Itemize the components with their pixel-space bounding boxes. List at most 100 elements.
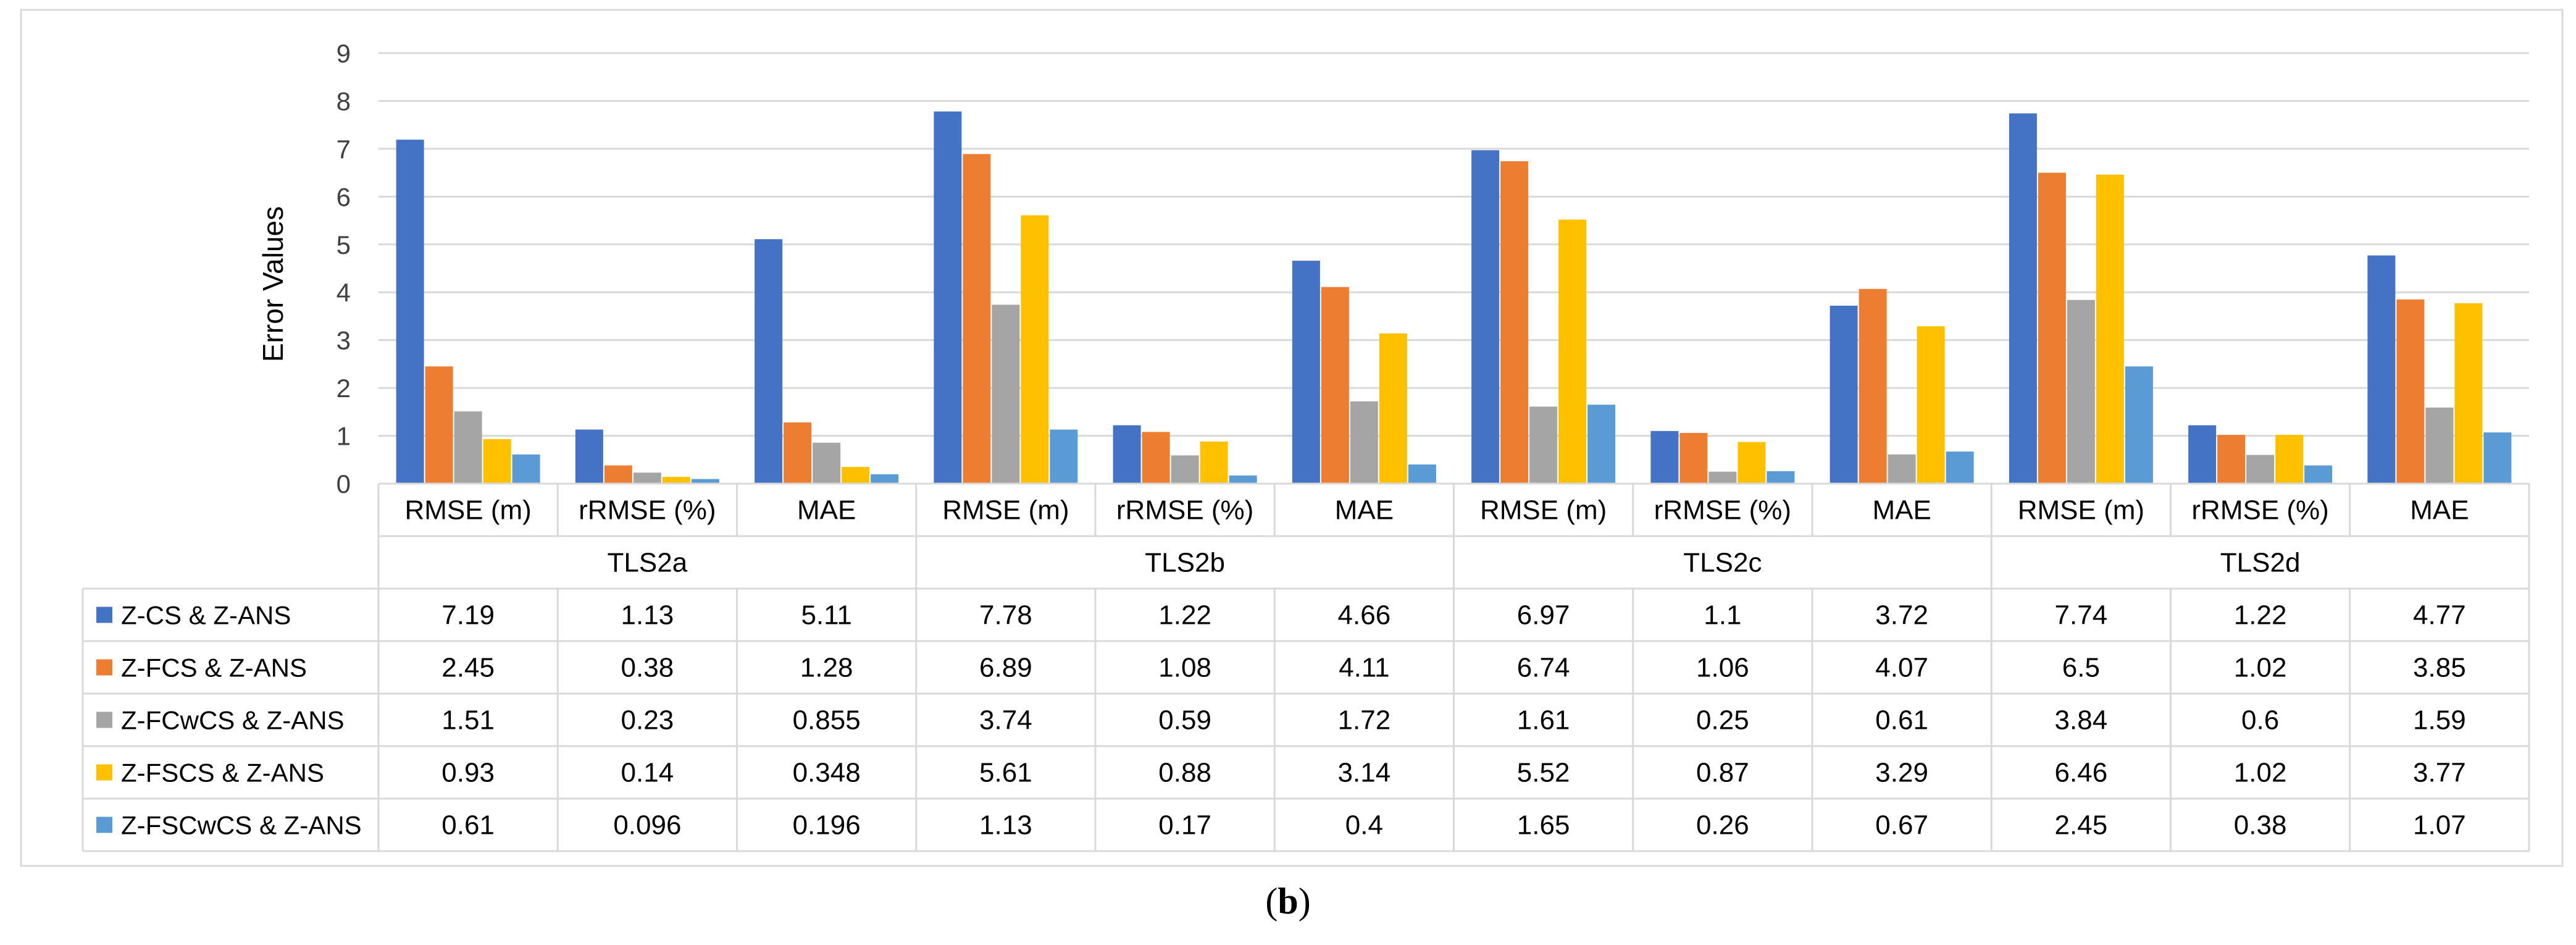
bar [512, 454, 540, 484]
bar [1738, 442, 1766, 484]
legend-swatch [96, 659, 112, 676]
y-tick-label: 6 [337, 182, 351, 211]
bar [1200, 441, 1228, 484]
data-label: 6.74 [1517, 653, 1570, 683]
y-tick-label: 2 [337, 374, 351, 403]
data-label: 4.66 [1338, 600, 1391, 631]
bar [1650, 430, 1679, 484]
data-label: 0.25 [1696, 705, 1749, 736]
bar [2483, 432, 2512, 484]
legend-label: Z-FCwCS & Z-ANS [121, 706, 345, 735]
bar [1113, 425, 1141, 484]
bar [992, 304, 1020, 484]
bar [1587, 405, 1616, 484]
data-label: 1.72 [1338, 705, 1391, 736]
x-category-label: rRMSE (%) [2191, 495, 2328, 526]
x-category-label: MAE [1872, 495, 1931, 526]
y-tick-label: 7 [337, 135, 351, 164]
data-label: 0.88 [1158, 758, 1211, 788]
data-label: 1.61 [1517, 705, 1570, 736]
bar [2275, 435, 2304, 484]
bar [2217, 435, 2246, 484]
data-label: 0.38 [621, 653, 674, 683]
legend-swatch [96, 764, 112, 781]
bar [662, 477, 690, 484]
data-label: 6.5 [2062, 653, 2100, 683]
data-label: 0.59 [1158, 705, 1211, 736]
data-label: 3.85 [2413, 653, 2466, 683]
y-tick-label: 8 [337, 86, 351, 116]
data-label: 3.74 [979, 705, 1032, 736]
data-label: 2.45 [2055, 810, 2108, 841]
data-label: 4.77 [2413, 600, 2466, 631]
bar [1408, 464, 1436, 484]
x-category-label: RMSE (m) [404, 495, 531, 526]
data-label: 0.61 [441, 810, 495, 841]
bar [1379, 333, 1407, 484]
bar [1142, 432, 1170, 484]
x-group-label: TLS2c [1683, 548, 1762, 578]
data-table: RMSE (m) rRMSE (%) MAE RMSE (m) rRMSE (%) MAE… [82, 482, 2530, 852]
bar [1350, 401, 1378, 484]
bar [2038, 172, 2066, 484]
y-tick-label: 3 [337, 326, 351, 355]
x-category-label: RMSE (m) [2018, 495, 2144, 526]
data-label: 3.29 [1875, 758, 1928, 788]
bars [396, 111, 2512, 484]
data-label: 1.13 [621, 600, 674, 631]
data-label: 1.06 [1696, 653, 1749, 683]
bar [1471, 150, 1500, 484]
x-category-label: MAE [1335, 495, 1394, 526]
x-category-label: RMSE (m) [942, 495, 1069, 526]
bar [1229, 475, 1257, 484]
bar [2009, 113, 2037, 484]
data-label: 0.87 [1696, 758, 1749, 788]
bar [1292, 261, 1320, 484]
data-label: 2.45 [441, 653, 495, 683]
x-category-label: rRMSE (%) [1654, 495, 1791, 526]
x-category-label: rRMSE (%) [579, 495, 716, 526]
bar [1767, 471, 1795, 484]
bar [1558, 219, 1587, 484]
data-label: 3.84 [2055, 705, 2108, 736]
bar [1917, 326, 1945, 484]
data-label: 3.77 [2413, 758, 2466, 788]
bar [454, 411, 482, 484]
bar [2067, 300, 2095, 484]
bar [963, 154, 991, 484]
bar [871, 474, 899, 484]
y-axis-label: Error Values [257, 206, 289, 362]
y-tick-label: 4 [337, 278, 351, 307]
data-label: 0.67 [1875, 810, 1928, 841]
data-label: 0.14 [621, 758, 674, 788]
data-label: 6.89 [979, 653, 1032, 683]
bar [1888, 454, 1916, 484]
bar [691, 479, 719, 484]
bar [1171, 455, 1199, 484]
bar [1859, 288, 1887, 484]
bar [1500, 161, 1529, 484]
data-label: 1.65 [1517, 810, 1570, 841]
bar [784, 422, 812, 484]
data-label: 0.855 [793, 705, 861, 736]
bar [483, 439, 511, 484]
x-category-label: MAE [2410, 495, 2469, 526]
bar [842, 467, 870, 484]
bar [2454, 303, 2483, 484]
bar [1050, 429, 1078, 484]
data-label: 5.11 [801, 600, 851, 631]
bar [604, 465, 632, 484]
bar [2367, 255, 2396, 484]
caption-letter: b [1278, 881, 1298, 922]
legend-label: Z-CS & Z-ANS [121, 601, 291, 630]
bar [1830, 305, 1858, 484]
data-label: 1.08 [1158, 653, 1211, 683]
data-label: 0.6 [2241, 705, 2279, 736]
bar [2125, 366, 2153, 484]
data-label: 6.97 [1517, 600, 1570, 631]
data-label: 3.72 [1875, 600, 1928, 631]
caption-open: ( [1265, 881, 1278, 922]
data-label: 7.74 [2055, 600, 2108, 631]
x-category-label: RMSE (m) [1480, 495, 1607, 526]
data-label: 1.02 [2234, 758, 2287, 788]
